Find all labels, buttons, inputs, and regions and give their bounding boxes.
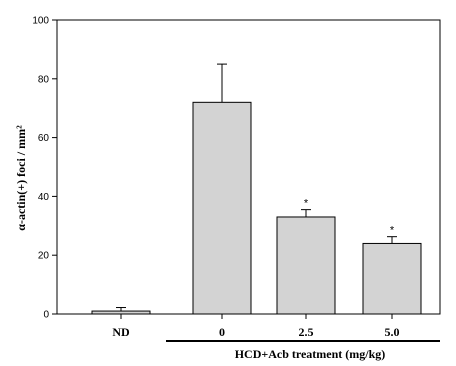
- bar: [362, 242, 422, 315]
- y-tick-label: 40: [38, 192, 50, 203]
- bar: [91, 310, 151, 315]
- x-tick-label: ND: [112, 325, 130, 339]
- x-tick-label: 2.5: [299, 325, 314, 339]
- x-axis-ticks: ND 0 2.5 5.0: [112, 314, 400, 339]
- significance-marker: *: [304, 198, 309, 210]
- y-tick-label: 80: [38, 74, 50, 85]
- y-tick-label: 20: [38, 251, 50, 262]
- bar: [192, 101, 252, 315]
- y-axis-ticks: 0 20 40 60 80 100: [32, 16, 57, 321]
- x-tick-label: 0: [219, 325, 225, 339]
- x-tick-label: 5.0: [385, 325, 400, 339]
- significance-marker: *: [390, 225, 395, 237]
- y-tick-label: 100: [32, 16, 49, 27]
- y-tick-label: 0: [43, 310, 49, 321]
- error-bars: **: [116, 63, 397, 312]
- group-label: HCD+Acb treatment (mg/kg): [235, 347, 386, 361]
- y-tick-label: 60: [38, 133, 50, 144]
- y-axis-title: α-actin(+) foci / mm²: [14, 125, 28, 231]
- bars: [91, 101, 422, 315]
- bar: [276, 216, 336, 315]
